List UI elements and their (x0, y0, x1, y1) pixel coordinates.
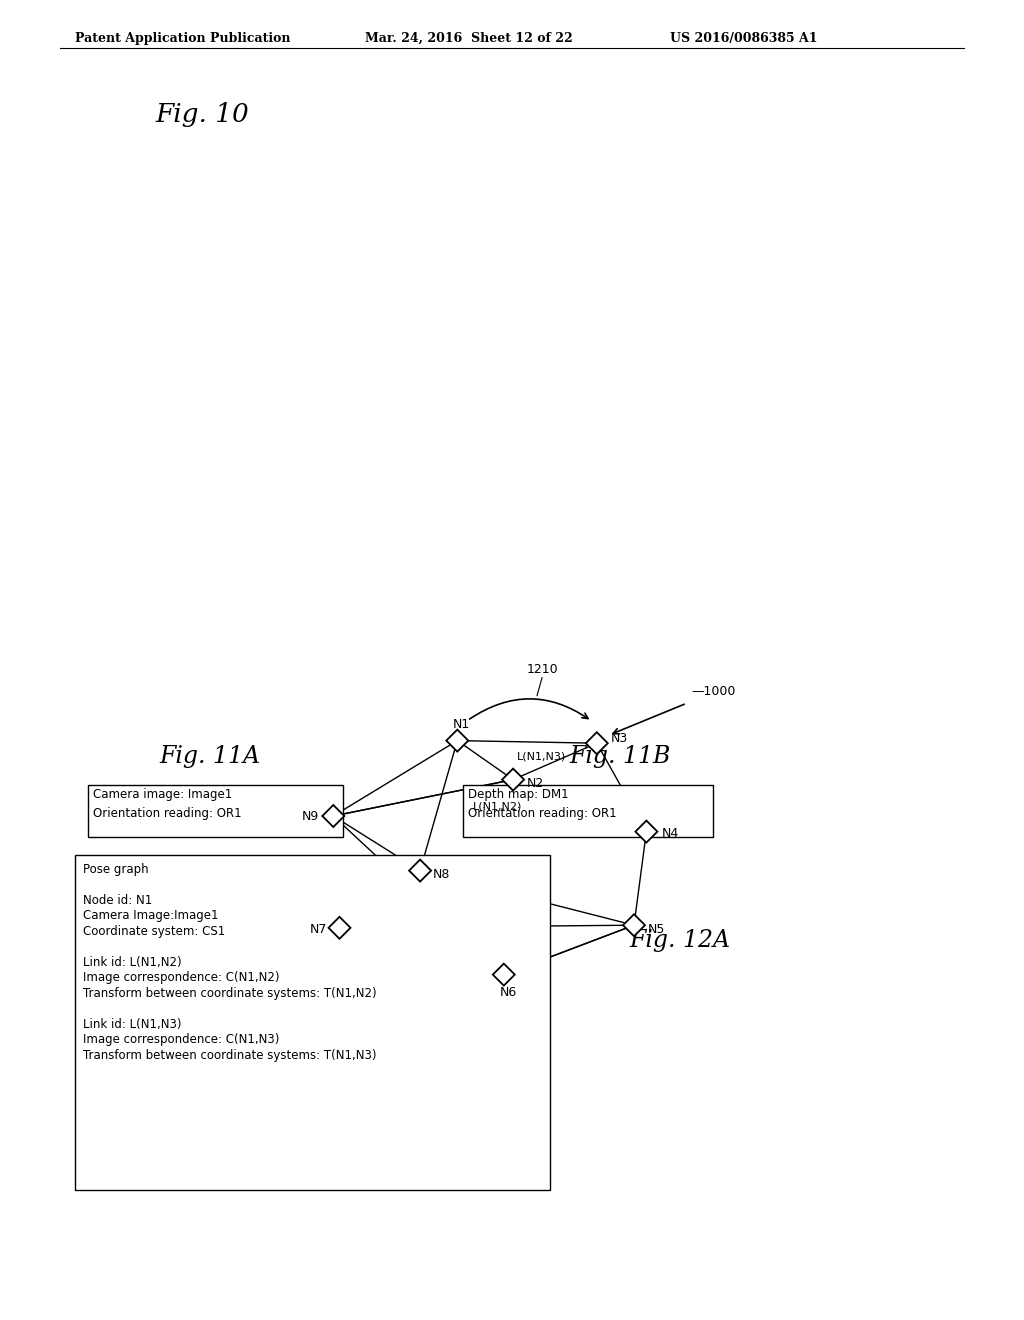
Text: Link id: L(N1,N2): Link id: L(N1,N2) (83, 956, 181, 969)
Text: 1210: 1210 (526, 663, 558, 676)
Text: Mar. 24, 2016  Sheet 12 of 22: Mar. 24, 2016 Sheet 12 of 22 (365, 32, 572, 45)
Text: Link id: L(N1,N3): Link id: L(N1,N3) (83, 1018, 181, 1031)
Text: L(N1,N3): L(N1,N3) (517, 752, 566, 762)
Text: N9: N9 (301, 809, 318, 822)
Polygon shape (623, 915, 645, 936)
Polygon shape (636, 821, 657, 842)
Text: Image correspondence: C(N1,N3): Image correspondence: C(N1,N3) (83, 1034, 280, 1047)
Text: N5: N5 (648, 923, 666, 936)
Text: N4: N4 (662, 828, 679, 840)
Text: Depth map: DM1
Orientation reading: OR1: Depth map: DM1 Orientation reading: OR1 (468, 788, 616, 821)
Text: US 2016/0086385 A1: US 2016/0086385 A1 (670, 32, 817, 45)
Text: N8: N8 (433, 869, 451, 882)
Polygon shape (493, 964, 515, 986)
Polygon shape (446, 730, 468, 751)
Polygon shape (586, 733, 608, 754)
Text: Fig. 11B: Fig. 11B (569, 744, 671, 768)
Text: N2: N2 (527, 777, 545, 791)
FancyBboxPatch shape (75, 855, 550, 1191)
Text: Image correspondence: C(N1,N2): Image correspondence: C(N1,N2) (83, 972, 280, 985)
Text: N1: N1 (453, 718, 470, 731)
Text: Fig. 11A: Fig. 11A (160, 744, 260, 768)
Text: Patent Application Publication: Patent Application Publication (75, 32, 291, 45)
Text: Camera Image:Image1: Camera Image:Image1 (83, 909, 218, 923)
Text: L(N1,N2): L(N1,N2) (473, 801, 522, 812)
Text: Transform between coordinate systems: T(N1,N3): Transform between coordinate systems: T(… (83, 1049, 377, 1063)
Text: Fig. 12A: Fig. 12A (630, 928, 730, 952)
Text: N6: N6 (500, 986, 517, 999)
Text: N7: N7 (309, 923, 327, 936)
Text: —1000: —1000 (692, 685, 736, 698)
Text: Transform between coordinate systems: T(N1,N2): Transform between coordinate systems: T(… (83, 987, 377, 1001)
Text: Fig. 10: Fig. 10 (155, 102, 249, 127)
Text: Camera image: Image1
Orientation reading: OR1: Camera image: Image1 Orientation reading… (93, 788, 242, 821)
Text: Pose graph: Pose graph (83, 863, 148, 876)
Polygon shape (323, 805, 344, 828)
FancyBboxPatch shape (88, 785, 343, 837)
Text: N3: N3 (610, 731, 628, 744)
Polygon shape (410, 859, 431, 882)
Polygon shape (502, 768, 524, 791)
Polygon shape (329, 917, 350, 939)
Text: Coordinate system: CS1: Coordinate system: CS1 (83, 925, 225, 939)
Text: Node id: N1: Node id: N1 (83, 894, 153, 907)
FancyBboxPatch shape (463, 785, 713, 837)
